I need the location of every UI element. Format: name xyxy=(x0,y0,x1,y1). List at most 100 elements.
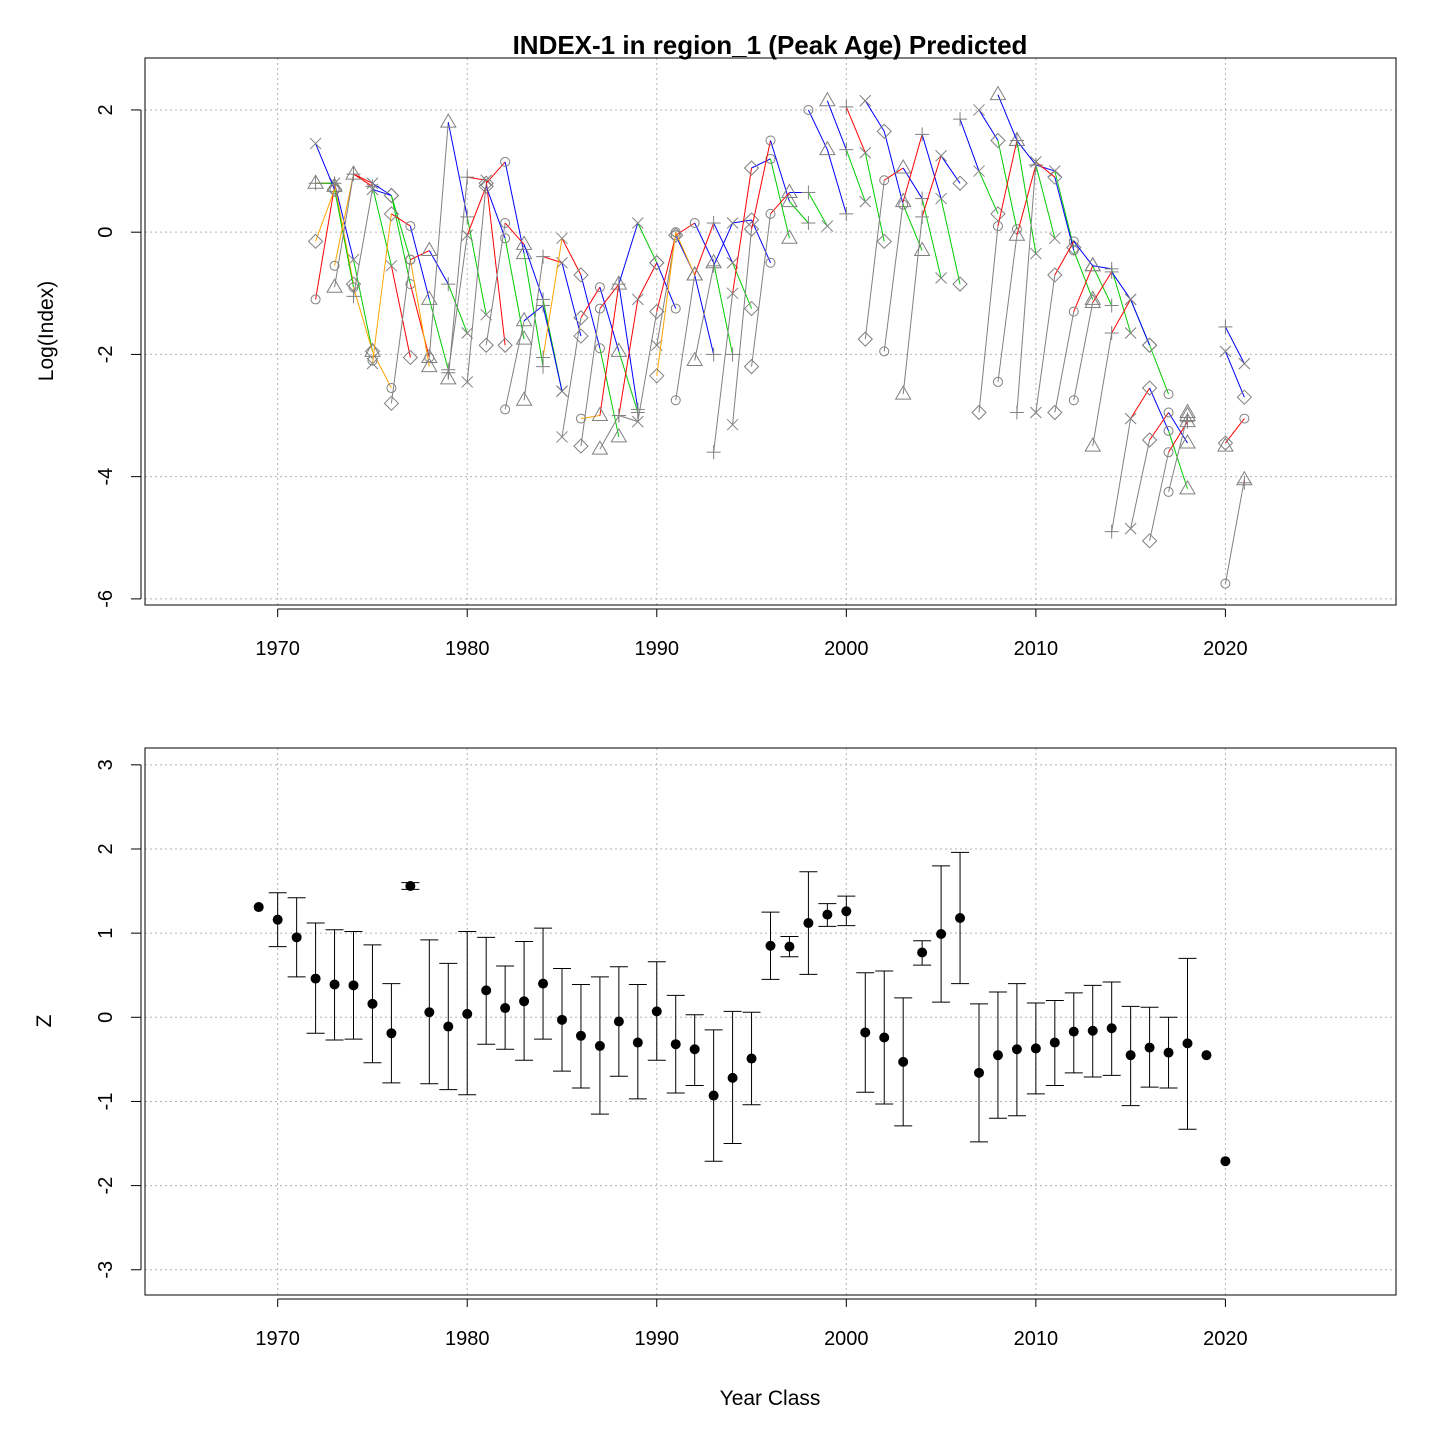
z-point-group xyxy=(951,851,970,985)
z-point-group xyxy=(1026,1002,1045,1095)
z-point xyxy=(822,909,833,920)
cross-marker xyxy=(1030,156,1042,168)
z-point xyxy=(291,932,302,943)
series-segment xyxy=(770,158,790,239)
z-point xyxy=(955,912,966,923)
cohort-series xyxy=(575,217,665,424)
series-segment xyxy=(1073,265,1094,312)
series-segment xyxy=(1168,415,1188,493)
diamond-marker xyxy=(497,337,513,353)
cohort-series xyxy=(536,232,628,443)
diamond-marker xyxy=(1047,169,1063,185)
circle-marker xyxy=(329,184,340,195)
cross-marker-b xyxy=(1124,412,1137,425)
circle-marker xyxy=(500,218,511,229)
z-point xyxy=(329,979,340,990)
z-point-group xyxy=(666,994,685,1094)
cohort-series xyxy=(894,149,968,400)
series-segment xyxy=(561,238,582,276)
circle-marker xyxy=(1068,395,1079,406)
circle-marker xyxy=(670,303,681,314)
circle-marker xyxy=(500,233,511,244)
z-point-group xyxy=(799,871,818,975)
series-segment xyxy=(390,195,411,260)
plus-marker xyxy=(915,209,930,224)
cross-marker xyxy=(309,137,322,150)
z-point xyxy=(594,1040,605,1051)
diamond-marker xyxy=(952,276,968,292)
cross-marker-b xyxy=(366,177,379,190)
series-segment xyxy=(371,213,392,364)
series-segment xyxy=(334,183,354,285)
cross-marker xyxy=(935,149,947,162)
triangle-marker xyxy=(1179,479,1196,495)
series-segment xyxy=(751,219,771,263)
plus-marker xyxy=(460,170,475,185)
circle-marker xyxy=(765,257,776,268)
cross-marker-b xyxy=(366,183,379,196)
z-point xyxy=(1220,1156,1231,1167)
cross-marker-b xyxy=(935,149,947,162)
series-segment xyxy=(1073,302,1094,401)
plus-marker xyxy=(839,99,854,114)
diamond-marker xyxy=(649,368,665,384)
z-point xyxy=(424,1007,435,1018)
series-segment xyxy=(485,186,506,239)
circle-marker xyxy=(670,230,681,241)
z-point xyxy=(708,1090,719,1101)
plus-marker xyxy=(706,445,721,460)
cohort-series xyxy=(649,227,721,384)
diamond-marker xyxy=(1047,267,1063,283)
cohort-series xyxy=(686,212,776,367)
plus-marker xyxy=(1218,319,1233,334)
triangle-marker xyxy=(326,278,343,293)
z-point xyxy=(898,1056,909,1067)
series-segment xyxy=(1130,439,1151,529)
z-point xyxy=(765,940,776,951)
bottom-y-axis-label: Z xyxy=(33,1014,56,1027)
series-segment xyxy=(656,232,677,376)
log-index-panel: INDEX-1 in region_1 (Peak Age) Predicted… xyxy=(35,30,1397,660)
series-segment xyxy=(618,284,639,410)
bottom-x-tick-label: 1980 xyxy=(445,1328,490,1350)
series-segment xyxy=(618,299,639,416)
cross-marker-b xyxy=(1030,156,1042,168)
z-point xyxy=(784,941,795,952)
diamond-marker xyxy=(383,206,400,222)
diamond-marker xyxy=(573,267,589,283)
z-point-group xyxy=(253,902,264,913)
z-point-group xyxy=(1201,1050,1212,1061)
series-segment xyxy=(770,140,790,202)
cross-marker-b xyxy=(480,308,493,321)
cross-marker xyxy=(1124,412,1137,425)
series-segment xyxy=(1054,170,1075,248)
circle-marker xyxy=(879,346,890,357)
series-segment xyxy=(410,250,430,261)
series-segment xyxy=(334,174,354,288)
circle-marker xyxy=(765,153,776,164)
cohort-series xyxy=(650,218,740,362)
series-segment xyxy=(959,118,980,172)
series-segment xyxy=(864,180,885,340)
triangle-marker xyxy=(420,357,438,373)
cohort-series xyxy=(383,241,474,412)
z-point xyxy=(1144,1042,1155,1053)
series-segment xyxy=(883,201,904,352)
z-point xyxy=(481,985,492,996)
cohort-series xyxy=(1219,345,1253,405)
z-point-group xyxy=(1102,981,1121,1076)
cross-marker-b xyxy=(1124,327,1137,339)
z-point-group xyxy=(268,892,287,948)
series-segment xyxy=(751,140,771,230)
series-segment xyxy=(940,198,961,285)
z-point-group xyxy=(1007,983,1026,1117)
series-segment xyxy=(428,122,449,358)
plus-marker xyxy=(839,206,854,221)
series-segment xyxy=(1224,351,1245,398)
cohort-series xyxy=(329,165,419,366)
series-segment xyxy=(504,238,525,340)
diamond-marker xyxy=(743,221,760,237)
series-segment xyxy=(978,109,999,141)
cross-marker xyxy=(726,287,739,300)
z-point xyxy=(1106,1023,1117,1034)
